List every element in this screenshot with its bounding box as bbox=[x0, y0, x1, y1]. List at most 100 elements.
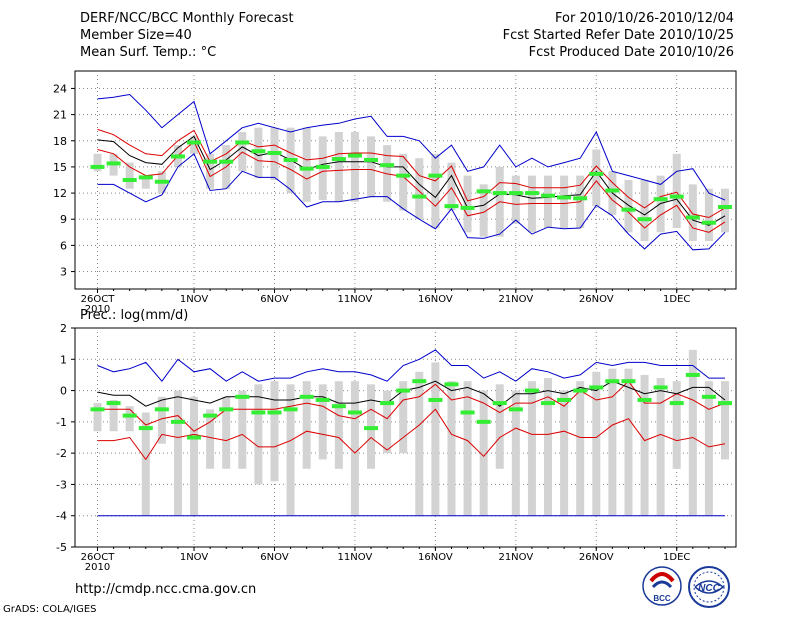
forecast-period: For 2010/10/26-2010/12/04 bbox=[555, 11, 734, 26]
prec-observed-mark bbox=[347, 410, 362, 415]
prec-observed-mark bbox=[701, 394, 716, 399]
prec-observed-mark bbox=[380, 401, 395, 406]
prec-xtick-label: 11NOV bbox=[338, 552, 373, 563]
prec-observed-mark bbox=[589, 385, 604, 390]
prec-ytick-label: 0 bbox=[60, 385, 67, 398]
temp-spread-bar bbox=[141, 175, 150, 189]
temp-spread-bar bbox=[721, 188, 729, 233]
temp-spread-bar bbox=[560, 175, 569, 228]
temp-line-ensemble-mean bbox=[97, 135, 726, 226]
prec-observed-mark bbox=[235, 394, 250, 399]
prec-spread-bar bbox=[608, 368, 617, 516]
prec-observed-mark bbox=[557, 397, 572, 402]
prec-spread-bar bbox=[334, 381, 343, 469]
temp-spread-bar bbox=[367, 136, 376, 198]
prec-observed-mark bbox=[637, 397, 652, 402]
prec-line-ensemble-mean bbox=[97, 380, 726, 407]
prec-observed-mark bbox=[685, 372, 700, 377]
prec-observed-mark bbox=[396, 388, 411, 393]
prec-observed-mark bbox=[203, 413, 218, 418]
prec-observed-mark bbox=[718, 401, 732, 406]
prec-ytick-label: 1 bbox=[60, 353, 67, 366]
prec-spread-bar bbox=[656, 378, 665, 516]
temp-ytick-label: 9 bbox=[60, 213, 67, 226]
prec-spread-bar bbox=[173, 390, 182, 516]
prec-spread-bar bbox=[222, 396, 231, 469]
prec-spread-bar bbox=[270, 381, 279, 482]
temp-observed-mark bbox=[412, 194, 427, 199]
temp-observed-mark bbox=[138, 175, 153, 180]
temp-observed-mark bbox=[524, 191, 539, 196]
prec-spread-bar bbox=[190, 396, 199, 516]
bcc-logo: BCC bbox=[642, 566, 682, 606]
prec-ytick-label: -5 bbox=[56, 541, 67, 554]
prec-spread-bar bbox=[704, 381, 713, 516]
grads-credit: GrADS: COLA/IGES bbox=[3, 604, 97, 615]
temp-spread-bar bbox=[399, 153, 408, 211]
variable-label: Mean Surf. Temp.: °C bbox=[80, 45, 217, 60]
temp-observed-mark bbox=[492, 191, 507, 196]
temp-ytick-label: 3 bbox=[60, 266, 67, 279]
prec-spread-bar bbox=[672, 381, 681, 469]
prec-observed-mark bbox=[267, 410, 282, 415]
prec-observed-mark bbox=[138, 426, 153, 431]
temp-xtick-label: 1NOV bbox=[180, 294, 209, 305]
prec-observed-mark bbox=[492, 401, 507, 406]
temp-observed-mark bbox=[541, 193, 556, 198]
prec-xtick-label: 1DEC bbox=[663, 552, 690, 563]
prec-xtick-label: 1NOV bbox=[180, 552, 209, 563]
temp-observed-mark bbox=[90, 164, 105, 169]
prec-observed-mark bbox=[219, 407, 234, 412]
prec-spread-bar bbox=[415, 371, 424, 516]
prec-observed-mark bbox=[315, 397, 330, 402]
prec-observed-mark bbox=[299, 394, 314, 399]
source-url[interactable]: http://cmdp.ncc.cma.gov.cn bbox=[75, 582, 257, 597]
prec-xtick-label: 21NOV bbox=[498, 552, 533, 563]
prec-xtick-label: 16NOV bbox=[418, 552, 453, 563]
prec-spread-bar bbox=[576, 381, 585, 516]
prec-observed-mark bbox=[122, 413, 137, 418]
temp-xtick-label: 1DEC bbox=[663, 294, 690, 305]
temp-observed-mark bbox=[557, 195, 572, 200]
temp-ytick-label: 12 bbox=[53, 187, 67, 200]
temp-spread-bar bbox=[447, 162, 456, 211]
prec-line-ensemble-max bbox=[97, 349, 725, 383]
temp-spread-bar bbox=[640, 180, 649, 242]
prec-xtick-sublabel: 2010 bbox=[85, 562, 110, 573]
prec-observed-mark bbox=[283, 407, 298, 412]
temp-observed-mark bbox=[170, 154, 185, 159]
temp-observed-mark bbox=[203, 159, 218, 164]
temp-line-lower bbox=[97, 140, 726, 233]
prec-observed-mark bbox=[541, 401, 556, 406]
temp-observed-mark bbox=[428, 173, 443, 178]
temp-observed-mark bbox=[347, 153, 362, 158]
temp-ytick-label: 6 bbox=[60, 239, 67, 252]
temp-observed-mark bbox=[685, 215, 700, 220]
prec-observed-mark bbox=[605, 379, 620, 384]
prec-observed-mark bbox=[621, 379, 636, 384]
temp-line-ensemble-max bbox=[97, 93, 726, 201]
temp-observed-mark bbox=[460, 205, 475, 210]
temp-observed-mark bbox=[219, 159, 234, 164]
ncc-logo: NCC bbox=[688, 566, 730, 608]
temp-xtick-label: 16NOV bbox=[418, 294, 453, 305]
temp-xtick-label: 26OCT bbox=[81, 294, 116, 305]
bcc-logo-text: BCC bbox=[653, 594, 671, 603]
temp-observed-mark bbox=[106, 161, 121, 166]
temp-ytick-label: 24 bbox=[53, 82, 67, 95]
temp-line-ensemble-min bbox=[97, 152, 726, 251]
prec-spread-bar bbox=[560, 390, 569, 516]
prec-spread-bar bbox=[383, 390, 392, 454]
temp-observed-mark bbox=[718, 205, 732, 210]
temp-spread-bar bbox=[431, 153, 440, 228]
prec-spread-bar bbox=[640, 374, 649, 516]
temp-spread-bar bbox=[688, 184, 697, 242]
temp-ytick-label: 15 bbox=[53, 161, 67, 174]
prec-observed-mark bbox=[251, 410, 266, 415]
prec-observed-mark bbox=[154, 407, 169, 412]
temp-ytick-label: 21 bbox=[53, 109, 67, 122]
member-size: Member Size=40 bbox=[80, 28, 192, 43]
